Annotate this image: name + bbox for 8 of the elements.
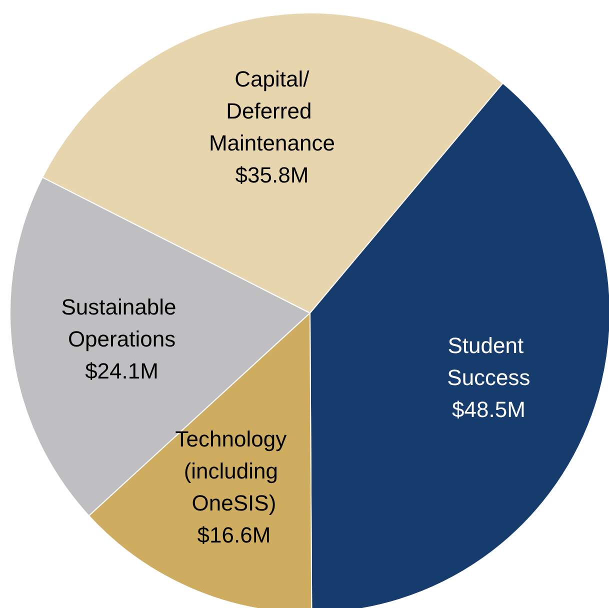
slice-label: Student Success: [447, 332, 530, 390]
data-label: $35.8M: [235, 162, 309, 188]
slice-label: Capital/Deferred Maintenance: [208, 66, 335, 156]
data-label: $24.1M: [85, 358, 158, 384]
data-label: $16.6M: [197, 522, 271, 548]
slice-label: Sustainable Operations: [61, 294, 182, 352]
data-label: $48.5M: [452, 396, 526, 422]
slice-label: Technology (including OneSIS): [175, 426, 293, 516]
